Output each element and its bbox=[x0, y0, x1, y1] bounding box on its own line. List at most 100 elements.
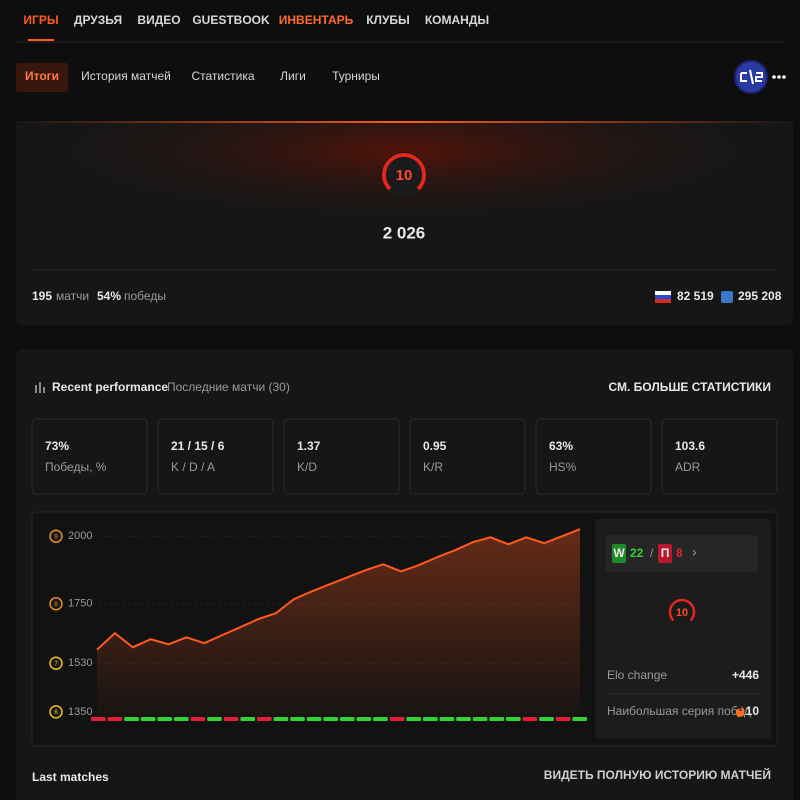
flag-stripe bbox=[655, 291, 671, 295]
tick-badge bbox=[49, 597, 63, 611]
result-bar bbox=[472, 717, 488, 721]
elo-change: +446 bbox=[732, 668, 759, 682]
tick-level: 9 bbox=[54, 534, 58, 540]
losses-label: П bbox=[661, 546, 670, 560]
subnav-tab[interactable]: Итоги bbox=[25, 69, 59, 83]
result-bar bbox=[290, 717, 305, 721]
result-bar bbox=[456, 717, 471, 721]
result-bar bbox=[340, 717, 355, 721]
stat-bg bbox=[409, 418, 526, 495]
subnav-tab[interactable]: Лиги bbox=[280, 69, 306, 83]
region-icon bbox=[721, 291, 733, 303]
sub-nav: Итоги История матчей Статистика Лиги Турниры bbox=[16, 63, 380, 92]
stat-bg bbox=[661, 418, 778, 495]
result-bar bbox=[223, 717, 239, 721]
stat-value: 1.37 bbox=[297, 439, 321, 453]
matches-label: матчи bbox=[56, 289, 89, 303]
y-tick-label: 1350 bbox=[68, 706, 92, 718]
streak-label: Наибольшая серия побед bbox=[607, 704, 751, 718]
badge-level: 10 bbox=[396, 167, 413, 184]
stat-boxes: 73% Победы, % 21 / 15 / 6 K / D / A 1.37 K/D 0… bbox=[31, 418, 778, 495]
result-bar bbox=[257, 717, 272, 721]
nav-tab[interactable]: ИНВЕНТАРЬ bbox=[279, 13, 354, 27]
result-bar bbox=[91, 717, 106, 721]
performance-card: Recent performance Последние матчи (30) … bbox=[16, 349, 793, 800]
last-matches-link[interactable]: ВИДЕТЬ ПОЛНУЮ ИСТОРИЮ МАТЧЕЙ bbox=[544, 767, 771, 782]
tick-badge bbox=[49, 656, 63, 670]
stat-label: HS% bbox=[549, 460, 577, 474]
stat-box: 1.37 K/D bbox=[283, 418, 400, 495]
wins-label: W bbox=[613, 546, 625, 560]
stat-label: ADR bbox=[675, 460, 701, 474]
result-bar bbox=[489, 717, 504, 721]
flag-stripe bbox=[655, 299, 671, 303]
stat-box: 21 / 15 / 6 K / D / A bbox=[157, 418, 274, 495]
tick-level: 6 bbox=[54, 710, 58, 716]
loss-chip bbox=[658, 544, 672, 563]
badge-level: 10 bbox=[676, 607, 688, 619]
result-bar bbox=[273, 717, 289, 721]
perf-link[interactable]: СМ. БОЛЬШЕ СТАТИСТИКИ bbox=[608, 380, 771, 394]
stat-value: 103.6 bbox=[675, 439, 705, 453]
subnav-tab[interactable]: Статистика bbox=[191, 69, 254, 83]
result-bar bbox=[124, 717, 139, 721]
avatar[interactable] bbox=[734, 60, 768, 94]
arrow: › bbox=[692, 544, 697, 560]
icon-bar bbox=[43, 387, 45, 393]
result-bar bbox=[207, 717, 222, 721]
tick-badge bbox=[49, 705, 63, 719]
wl-pill[interactable] bbox=[606, 535, 758, 572]
result-bar bbox=[555, 717, 571, 721]
elo-change-label: Elo change bbox=[607, 668, 667, 682]
wins: 22 bbox=[630, 546, 644, 560]
result-bar bbox=[406, 717, 421, 721]
nav-tab[interactable]: ВИДЕО bbox=[137, 13, 180, 27]
result-bar bbox=[506, 717, 521, 721]
stat-box: 63% HS% bbox=[535, 418, 652, 495]
tick-badge bbox=[49, 529, 63, 543]
dot bbox=[777, 75, 781, 79]
level-badge: 10 bbox=[381, 152, 427, 198]
stat-box: 73% Победы, % bbox=[31, 418, 148, 495]
result-bar bbox=[190, 717, 206, 721]
stat-label: K/R bbox=[423, 460, 443, 474]
result-bar bbox=[572, 717, 587, 721]
fire-icon bbox=[736, 706, 745, 717]
subnav-tab[interactable]: Турниры bbox=[332, 69, 380, 83]
tick-level: 8 bbox=[54, 602, 58, 608]
nav-tab[interactable]: ДРУЗЬЯ bbox=[74, 13, 122, 27]
y-tick-label: 2000 bbox=[68, 530, 92, 542]
losses: 8 bbox=[676, 546, 683, 560]
nav-tab[interactable]: ИГРЫ bbox=[23, 13, 58, 27]
stat-bg bbox=[31, 418, 148, 495]
win-chip bbox=[612, 544, 626, 563]
flag-ru bbox=[655, 291, 671, 303]
stat-box: 103.6 ADR bbox=[661, 418, 778, 495]
elo-line bbox=[96, 528, 581, 651]
stat-bg bbox=[535, 418, 652, 495]
matches: 195 bbox=[32, 289, 52, 303]
more-button[interactable] bbox=[772, 75, 786, 79]
last-matches-title: Last matches bbox=[32, 770, 109, 784]
result-bar bbox=[323, 717, 338, 721]
nav-tab[interactable]: КОМАНДЫ bbox=[425, 13, 489, 27]
stat-value: 63% bbox=[549, 439, 573, 453]
elo-chart: 9 2000 8 1750 7 1530 6 1350 bbox=[49, 528, 587, 721]
result-bar bbox=[107, 717, 123, 721]
nav-tab[interactable]: GUESTBOOK bbox=[192, 13, 270, 27]
subnav-tab[interactable]: История матчей bbox=[81, 69, 171, 83]
stat-label: K / D / A bbox=[171, 460, 215, 474]
country-rank: 82 519 bbox=[677, 289, 714, 303]
result-bar bbox=[539, 717, 554, 721]
level-badge: 10 bbox=[667, 597, 697, 627]
summary-panel: W 22 / П 8 › 10 Elo change +446 Наибольш… bbox=[595, 519, 771, 739]
streak: 10 bbox=[746, 704, 760, 718]
nav-tab[interactable]: КЛУБЫ bbox=[366, 13, 410, 27]
icon-bar bbox=[39, 382, 41, 393]
active-underline bbox=[28, 39, 54, 41]
result-bar bbox=[373, 717, 388, 721]
active-pill bbox=[16, 63, 68, 92]
stat-label: K/D bbox=[297, 460, 317, 474]
stat-bg bbox=[283, 418, 400, 495]
